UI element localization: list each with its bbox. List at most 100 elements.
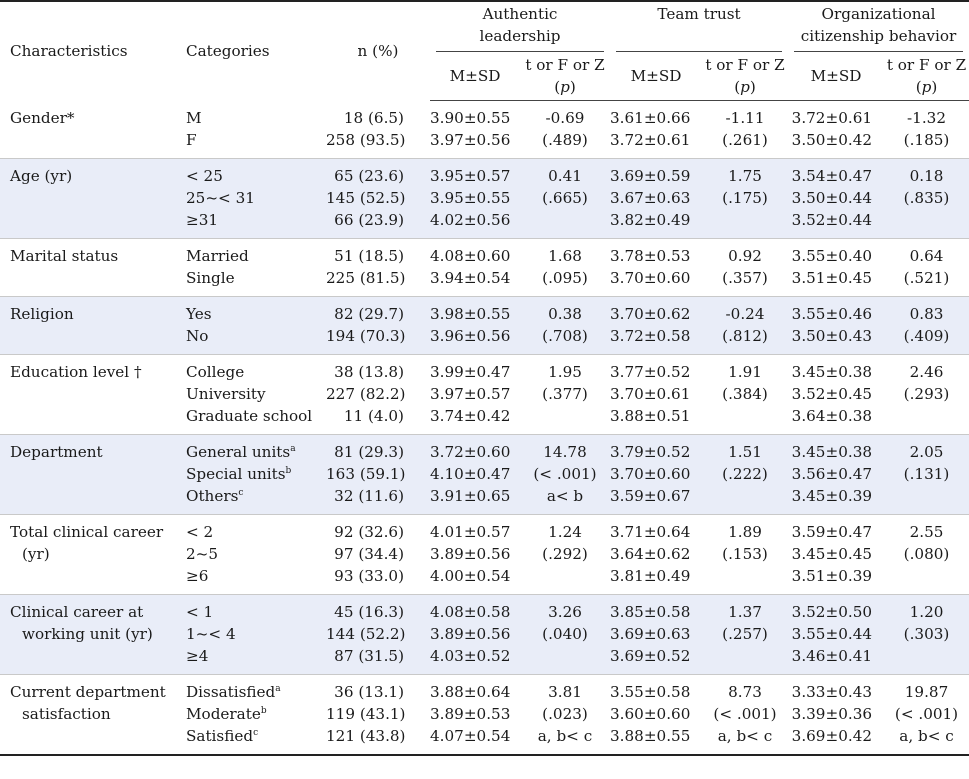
n-pct-line: 11 (4.0): [343, 407, 404, 425]
al-stat-line: (.665): [542, 189, 588, 207]
tt-msd-line: 3.81±0.49: [610, 567, 691, 585]
characteristic-line: Gender*: [10, 108, 75, 127]
n-pct-line: 51 (18.5): [334, 247, 404, 265]
tt-stat-line: (.357): [722, 269, 768, 287]
al-stat-line: (.023): [542, 705, 588, 723]
ocb-msd-line: 3.72±0.61: [791, 109, 873, 127]
tt-stat-cell: 1.51 (.222): [702, 434, 789, 515]
footnote-marker: c: [238, 487, 244, 498]
header-stat: t or F or Z (p): [702, 52, 789, 101]
ocb-msd-line: 3.50±0.43: [791, 327, 873, 345]
n-pct-line: 32 (11.6): [334, 487, 404, 505]
tt-stat-line: (.812): [722, 327, 768, 345]
ocb-stat-line: (.293): [903, 385, 950, 403]
ocb-stat-line: 2.05: [909, 443, 944, 461]
n-pct-cell: 45 (16.3) 144 (52.2) 87 (31.5): [326, 594, 430, 675]
characteristic-line: Religion: [10, 305, 74, 323]
tt-msd-line: 3.70±0.62: [610, 305, 691, 323]
tt-stat-cell: 1.91 (.384): [702, 354, 789, 435]
footnote-marker: a: [275, 683, 281, 694]
n-pct-line: 144 (52.2): [326, 625, 406, 643]
tt-msd-line: 3.72±0.61: [610, 131, 691, 149]
n-pct-cell: 38 (13.8) 227 (82.2) 11 (4.0): [326, 354, 430, 435]
al-msd-line: 3.91±0.65: [430, 487, 511, 505]
al-msd-line: 3.94±0.54: [430, 269, 511, 287]
tt-msd-line: 3.79±0.52: [610, 443, 691, 461]
al-msd-cell: 3.99±0.47 3.97±0.57 3.74±0.42: [430, 354, 520, 435]
header-stat: t or F or Z (p): [884, 52, 969, 101]
ocb-msd-line: 3.45±0.39: [791, 487, 873, 505]
category-cell: Yes No: [176, 296, 326, 355]
category-cell: < 25 25~< 31 ≥31: [176, 158, 326, 239]
category-cell: General unitsa Special unitsb Othersc: [176, 434, 326, 515]
tt-stat-line: 1.91: [728, 363, 762, 381]
footnote-marker: b: [285, 465, 292, 476]
al-msd-line: 4.03±0.52: [430, 647, 511, 665]
characteristic-cell: Religion: [0, 296, 176, 355]
category-cell: College University Graduate school: [176, 354, 326, 435]
ocb-stat-cell: 2.05 (.131): [884, 434, 969, 515]
tt-stat-line: (< .001): [713, 705, 777, 723]
ocb-msd-line: 3.50±0.44: [791, 189, 873, 207]
ocb-stat-line: 1.20: [909, 603, 944, 621]
header-msd: M±SD: [430, 52, 520, 101]
ocb-msd-line: 3.56±0.47: [791, 465, 873, 483]
characteristic-cell: Department: [0, 434, 176, 515]
category-line: College: [186, 363, 245, 381]
ocb-stat-line: 0.18: [909, 167, 944, 185]
category-line: Married: [186, 247, 249, 265]
n-pct-line: 97 (34.4): [334, 545, 404, 563]
category-line: ≥31: [186, 211, 219, 229]
tt-msd-cell: 3.85±0.58 3.69±0.63 3.69±0.52: [610, 594, 702, 675]
tt-msd-line: 3.77±0.52: [610, 363, 691, 381]
al-msd-cell: 3.72±0.60 4.10±0.47 3.91±0.65: [430, 434, 520, 515]
al-msd-line: 3.98±0.55: [430, 305, 511, 323]
characteristic-cell: Marital status: [0, 238, 176, 297]
tt-stat-line: 8.73: [728, 683, 762, 701]
ocb-msd-line: 3.45±0.45: [791, 545, 873, 563]
al-stat-line: (.292): [542, 545, 588, 563]
table-row: Gender* M F 18 (6.5) 258 (93.5) 3.90±0.55 3.97…: [0, 101, 969, 159]
footnote-marker: b: [260, 705, 267, 716]
tt-stat-cell: 8.73 (< .001) a, b< c: [702, 674, 789, 756]
tt-msd-line: 3.69±0.52: [610, 647, 691, 665]
ocb-stat-cell: 19.87 (< .001) a, b< c: [884, 674, 969, 756]
tt-msd-line: 3.85±0.58: [610, 603, 691, 621]
al-stat-line: (.489): [542, 131, 588, 149]
characteristic-line: Marital status: [10, 247, 119, 265]
n-pct-line: 93 (33.0): [334, 567, 404, 585]
al-msd-line: 3.74±0.42: [430, 407, 511, 425]
n-pct-line: 87 (31.5): [334, 647, 404, 665]
category-line: ≥6: [186, 567, 209, 585]
tt-stat-line: 1.89: [728, 523, 762, 541]
ocb-msd-line: 3.54±0.47: [791, 167, 873, 185]
tt-msd-line: 3.88±0.55: [610, 727, 691, 745]
tt-stat-line: (.384): [722, 385, 768, 403]
tt-stat-cell: 1.37 (.257): [702, 594, 789, 675]
n-pct-cell: 36 (13.1) 119 (43.1) 121 (43.8): [326, 674, 430, 756]
table-row: Religion Yes No 82 (29.7) 194 (70.3) 3.98±0.5…: [0, 296, 969, 355]
tt-msd-cell: 3.61±0.66 3.72±0.61: [610, 101, 702, 159]
tt-msd-cell: 3.71±0.64 3.64±0.62 3.81±0.49: [610, 514, 702, 595]
ocb-msd-line: 3.51±0.45: [791, 269, 873, 287]
tt-stat-cell: -0.24 (.812): [702, 296, 789, 355]
characteristic-cell: Total clinical career (yr): [0, 514, 176, 595]
tt-msd-line: 3.64±0.62: [610, 545, 691, 563]
n-pct-line: 66 (23.9): [334, 211, 404, 229]
category-line: M: [186, 108, 202, 127]
al-msd-line: 4.07±0.54: [430, 727, 511, 745]
ocb-stat-line: (.131): [903, 465, 950, 483]
ocb-stat-line: (< .001): [894, 705, 959, 723]
ocb-msd-line: 3.55±0.44: [791, 625, 873, 643]
tt-msd-line: 3.70±0.61: [610, 385, 691, 403]
al-msd-line: 4.00±0.54: [430, 567, 511, 585]
table-body: Gender* M F 18 (6.5) 258 (93.5) 3.90±0.55 3.97…: [0, 101, 969, 756]
tt-stat-line: (.153): [722, 545, 768, 563]
al-msd-line: 3.89±0.56: [430, 625, 511, 643]
al-msd-cell: 4.08±0.58 3.89±0.56 4.03±0.52: [430, 594, 520, 675]
ocb-stat-line: 2.55: [909, 523, 944, 541]
al-msd-line: 4.10±0.47: [430, 465, 511, 483]
category-line: ≥4: [186, 647, 209, 665]
al-msd-cell: 3.95±0.57 3.95±0.55 4.02±0.56: [430, 158, 520, 239]
n-pct-cell: 81 (29.3) 163 (59.1) 32 (11.6): [326, 434, 430, 515]
